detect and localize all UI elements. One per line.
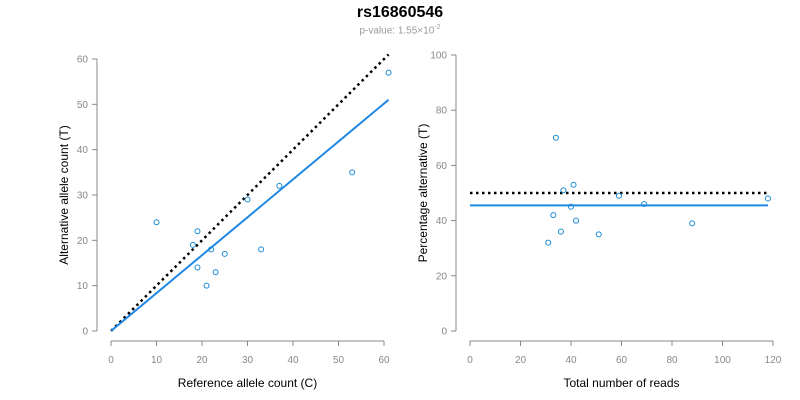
chart-1-data-point xyxy=(385,69,392,76)
chart-2-data-point xyxy=(570,181,577,188)
chart-1-data-point xyxy=(208,246,215,253)
chart-1-data-point xyxy=(203,282,210,289)
chart-1-y-tick-label: 20 xyxy=(77,236,89,247)
chart-1-data-point xyxy=(212,269,219,276)
chart-2-data-point xyxy=(552,134,559,141)
chart-2-x-axis-label: Total number of reads xyxy=(563,376,679,390)
chart-2-x-tick-label: 0 xyxy=(467,355,473,366)
chart-1-data-point xyxy=(221,250,228,257)
chart-1-data-point xyxy=(276,182,283,189)
chart-2-x-tick-label: 80 xyxy=(666,355,678,366)
chart-1-data-point xyxy=(194,228,201,235)
chart-1-y-tick-label: 60 xyxy=(77,55,89,66)
chart-1-x-tick-label: 60 xyxy=(378,355,390,366)
chart-2-x-tick-label: 100 xyxy=(714,355,731,366)
chart-2-y-tick-label: 60 xyxy=(436,161,448,172)
chart-1-x-tick-label: 20 xyxy=(196,355,208,366)
chart-2-x-tick-label: 20 xyxy=(515,355,527,366)
chart-subtitle: p-value: 1.55×10-2 xyxy=(0,24,800,36)
subtitle-exponent: -2 xyxy=(434,24,441,31)
chart-1-x-tick-label: 10 xyxy=(151,355,163,366)
chart-1-data-point xyxy=(349,169,356,176)
chart-2-data-point xyxy=(573,217,580,224)
chart-2-y-tick-label: 0 xyxy=(441,327,447,338)
chart-2-data-point xyxy=(545,239,552,246)
chart-2-data-point xyxy=(595,231,602,238)
chart-2-x-tick-label: 120 xyxy=(765,355,782,366)
chart-1-reference-line xyxy=(110,53,390,332)
chart-1-fit-line xyxy=(110,99,390,332)
chart-2-data-point xyxy=(560,187,567,194)
chart-1-data-point xyxy=(244,196,251,203)
chart-1-x-axis-label: Reference allele count (C) xyxy=(178,376,317,390)
chart-2-data-point xyxy=(557,228,564,235)
chart-1-data-point xyxy=(189,241,196,248)
chart-1-x-tick-label: 40 xyxy=(287,355,299,366)
chart-2-y-tick-label: 80 xyxy=(436,106,448,117)
chart-1-y-tick-label: 10 xyxy=(77,281,89,292)
chart-1-data-point xyxy=(194,264,201,271)
chart-2-y-tick-label: 40 xyxy=(436,216,448,227)
chart-2-data-point xyxy=(615,192,622,199)
chart-1-x-tick-label: 0 xyxy=(108,355,114,366)
chart-1-y-tick-label: 0 xyxy=(82,327,88,338)
chart-2-y-tick-label: 100 xyxy=(430,51,447,62)
chart-2-data-point xyxy=(764,195,771,202)
chart-2-x-tick-label: 40 xyxy=(565,355,577,366)
chart-1-y-tick-label: 30 xyxy=(77,191,89,202)
chart-2-data-point xyxy=(689,220,696,227)
chart-2-data-point xyxy=(641,201,648,208)
chart-title: rs16860546 xyxy=(356,4,444,21)
chart-1-y-axis-label: Alternative allele count (T) xyxy=(57,125,71,264)
subtitle-text: p-value: 1.55×10 xyxy=(359,25,435,37)
chart-1-x-tick-label: 50 xyxy=(333,355,345,366)
chart-1-y-tick-label: 40 xyxy=(77,145,89,156)
chart-1-y-tick-label: 50 xyxy=(77,100,89,111)
chart-2-data-point xyxy=(568,203,574,210)
chart-2-x-tick-label: 60 xyxy=(616,355,628,366)
chart-2-y-axis-label: Percentage alternative (T) xyxy=(416,124,430,263)
chart-2-y-tick-label: 20 xyxy=(436,271,448,282)
chart-1-data-point xyxy=(258,246,265,253)
chart-1-x-tick-label: 30 xyxy=(242,355,254,366)
chart-1-data-point xyxy=(153,219,160,226)
chart-2-data-point xyxy=(550,212,557,219)
